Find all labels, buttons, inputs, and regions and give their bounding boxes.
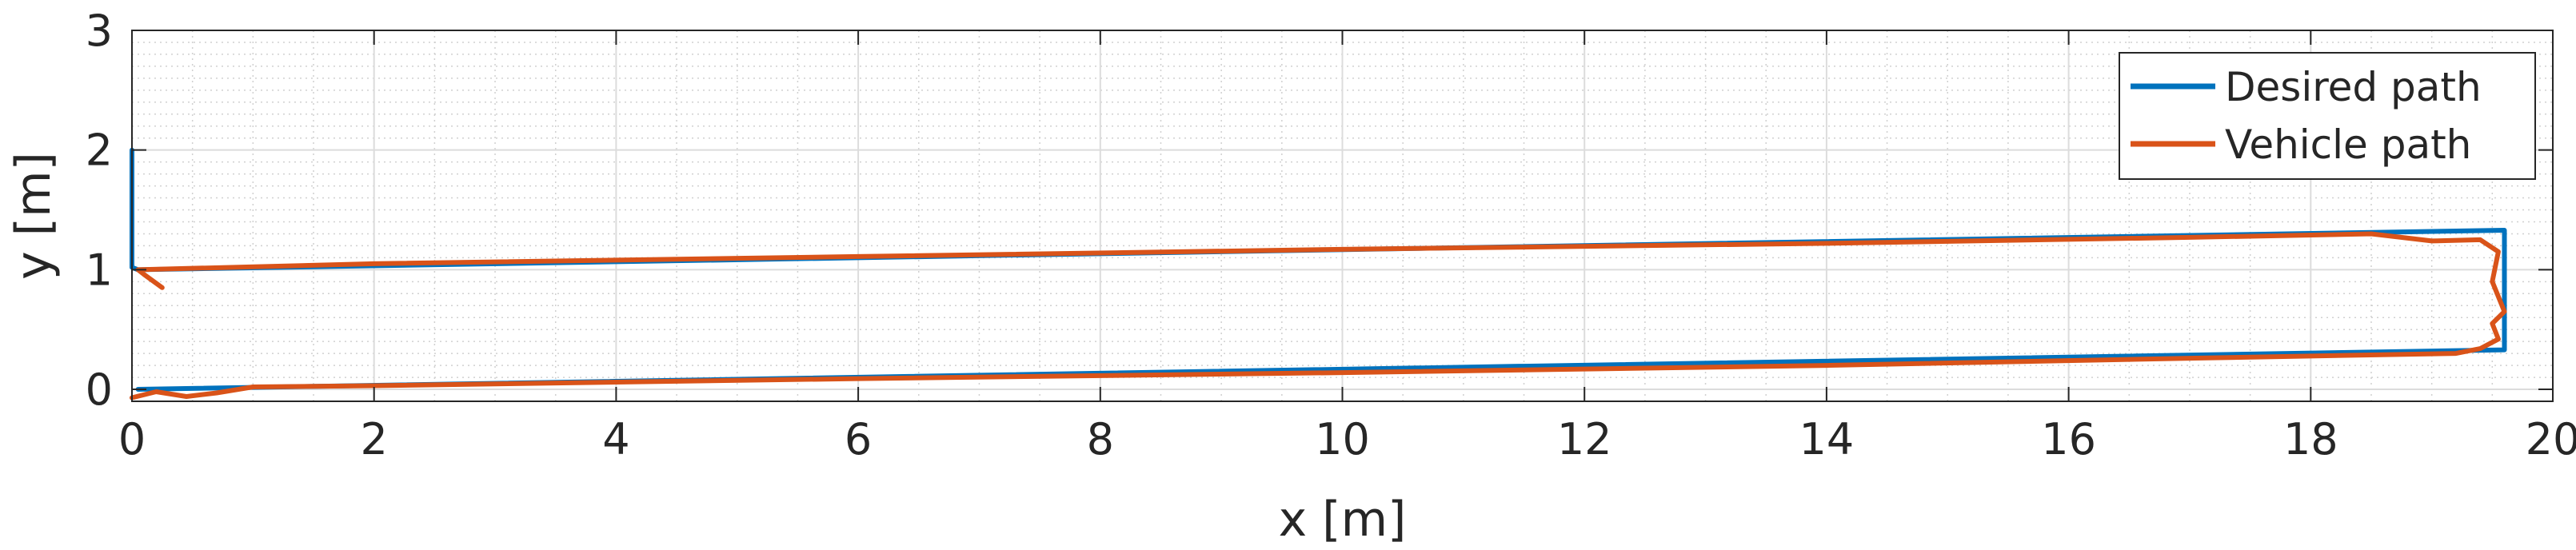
y-tick-label: 2 (86, 126, 113, 176)
series-line (130, 231, 2507, 401)
x-tick-label: 14 (1799, 414, 1855, 464)
x-tick-label: 8 (1087, 414, 1114, 464)
x-tick-label: 4 (602, 414, 629, 464)
legend: Desired path Vehicle path (2119, 52, 2536, 180)
legend-label: Desired path (2225, 64, 2482, 110)
y-tick-label: 1 (86, 245, 113, 295)
y-tick-label: 0 (86, 365, 113, 415)
x-tick-label: 2 (361, 414, 388, 464)
y-tick-label: 3 (86, 6, 113, 56)
legend-label: Vehicle path (2225, 122, 2471, 168)
x-tick-label: 10 (1315, 414, 1370, 464)
x-tick-label: 6 (845, 414, 872, 464)
x-axis-label: x [m] (1279, 492, 1407, 547)
x-tick-label: 20 (2526, 414, 2576, 464)
x-tick-label: 18 (2283, 414, 2338, 464)
x-tick-label: 0 (118, 414, 146, 464)
y-axis-label: y [m] (6, 152, 62, 280)
legend-box (2119, 52, 2536, 180)
x-tick-label: 12 (1557, 414, 1612, 464)
x-tick-label: 16 (2041, 414, 2096, 464)
